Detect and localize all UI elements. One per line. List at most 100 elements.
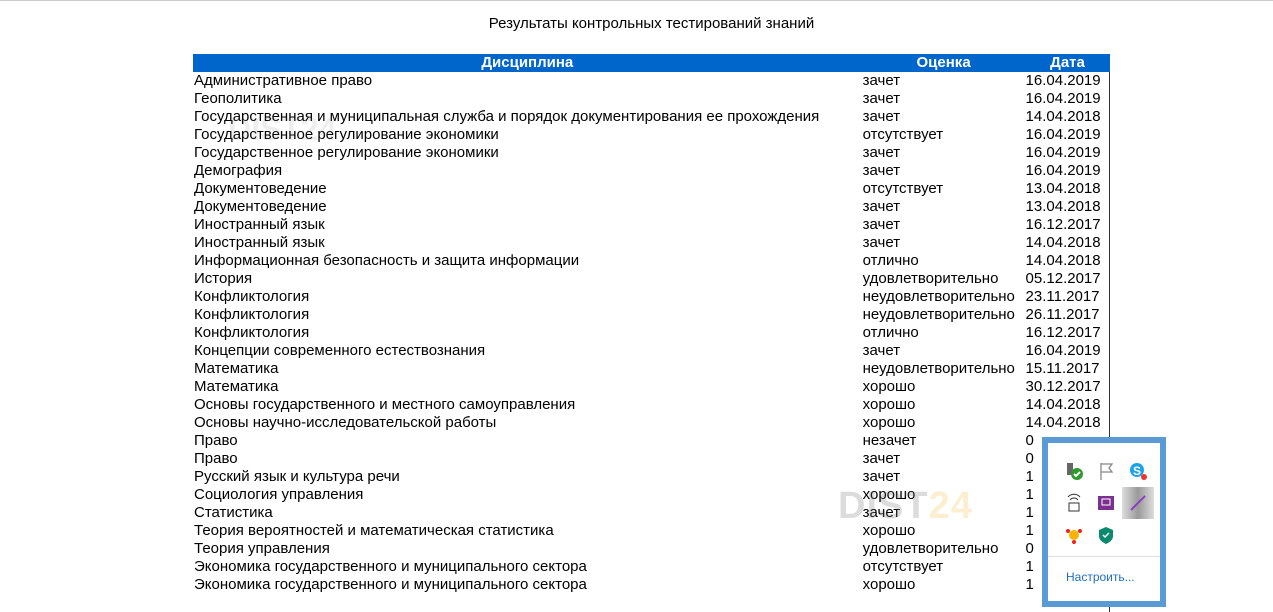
table-row: Документоведение зачет 13.04.2018 xyxy=(193,198,1110,216)
column-header-discipline: Дисциплина xyxy=(193,54,862,72)
cell-discipline: Информационная безопасность и защита инф… xyxy=(194,252,580,269)
cell-discipline: Административное право xyxy=(194,72,373,89)
cell-grade: удовлетворительно xyxy=(862,270,999,287)
table-row: Теория управления удовлетворительно 0 xyxy=(193,540,1110,558)
cell-date: 14.04.2018 xyxy=(1025,414,1110,432)
cell-date: 23.11.2017 xyxy=(1025,288,1110,306)
cell-date: 15.11.2017 xyxy=(1025,360,1110,378)
cell-discipline: Математика xyxy=(194,378,279,395)
watermark-logo: DIST24 xyxy=(838,485,973,527)
table-row: Математика хорошо 30.12.2017 xyxy=(193,378,1110,396)
column-header-grade: Оценка xyxy=(861,54,1026,72)
table-row: Документоведение отсутствует 13.04.2018 xyxy=(193,180,1110,198)
table-row: Геополитика зачет 16.04.2019 xyxy=(193,90,1110,108)
cell-grade: зачет xyxy=(862,342,901,359)
cell-date: 26.11.2017 xyxy=(1025,306,1110,324)
onenote-clip-icon[interactable] xyxy=(1090,487,1122,519)
cell-grade: неудовлетворительно xyxy=(862,360,1015,377)
cell-discipline: История xyxy=(194,270,253,287)
table-row: Основы государственного и местного самоу… xyxy=(193,396,1110,414)
cell-date: 16.04.2019 xyxy=(1025,342,1110,360)
cell-discipline: Экономика государственного и муниципальн… xyxy=(194,576,587,593)
table-row: Математика неудовлетворительно 15.11.2017 xyxy=(193,360,1110,378)
table-row: Государственная и муниципальная служба и… xyxy=(193,108,1110,126)
column-header-date: Дата xyxy=(1025,54,1110,72)
cell-date: 16.04.2019 xyxy=(1025,126,1110,144)
cell-grade: зачет xyxy=(862,504,901,521)
cell-date: 30.12.2017 xyxy=(1025,378,1110,396)
table-row: Право зачет 0 xyxy=(193,450,1110,468)
cell-date: 16.04.2019 xyxy=(1025,162,1110,180)
cell-date: 16.04.2019 xyxy=(1025,72,1110,90)
cell-date: 16.04.2019 xyxy=(1025,90,1110,108)
cell-grade: зачет xyxy=(862,144,901,161)
cell-grade: зачет xyxy=(862,468,901,485)
cell-date: 16.12.2017 xyxy=(1025,324,1110,342)
page-title: Результаты контрольных тестирований знан… xyxy=(488,15,815,32)
table-row: Экономика государственного и муниципальн… xyxy=(193,576,1110,594)
cell-grade: незачет xyxy=(862,432,917,449)
cell-grade: зачет xyxy=(862,108,901,125)
customize-link[interactable]: Настроить... xyxy=(1066,570,1135,584)
cell-grade: неудовлетворительно xyxy=(862,306,1015,323)
cell-discipline: Документоведение xyxy=(194,180,327,197)
table-row: Конфликтология неудовлетворительно 26.11.2… xyxy=(193,306,1110,324)
cell-discipline: Право xyxy=(194,432,238,449)
table-row: Конфликтология неудовлетворительно 23.11.2… xyxy=(193,288,1110,306)
cell-grade: зачет xyxy=(862,234,901,251)
cell-date: 05.12.2017 xyxy=(1025,270,1110,288)
usb-safe-remove-icon[interactable] xyxy=(1058,455,1090,487)
cell-discipline: Социология управления xyxy=(194,486,364,503)
cell-grade: зачет xyxy=(862,198,901,215)
table-row: Русский язык и культура речи зачет 1 xyxy=(193,468,1110,486)
cell-date: 14.04.2018 xyxy=(1025,252,1110,270)
cell-discipline: Демография xyxy=(194,162,283,179)
popup-divider xyxy=(1048,556,1160,557)
table-row xyxy=(193,594,1110,612)
yandex-disk-icon[interactable] xyxy=(1058,519,1090,551)
cell-date: 14.04.2018 xyxy=(1025,396,1110,414)
cell-grade: зачет xyxy=(862,90,901,107)
cell-discipline: Концепции современного естествознания xyxy=(194,342,486,359)
cell-discipline: Теория управления xyxy=(194,540,330,557)
action-center-flag-icon[interactable] xyxy=(1090,455,1122,487)
cell-discipline: Государственное регулирование экономики xyxy=(194,144,499,161)
cell-discipline: Экономика государственного и муниципальн… xyxy=(194,558,587,575)
cell-discipline xyxy=(193,594,862,612)
cell-discipline: Основы научно-исследовательской работы xyxy=(194,414,497,431)
cell-grade: отсутствует xyxy=(862,180,944,197)
network-adapter-icon[interactable] xyxy=(1058,487,1090,519)
pen-icon[interactable] xyxy=(1122,487,1154,519)
table-row: Конфликтология отлично 16.12.2017 xyxy=(193,324,1110,342)
table-row: Государственное регулирование экономики з… xyxy=(193,144,1110,162)
cell-grade xyxy=(862,594,1026,612)
cell-grade: отлично xyxy=(862,324,919,341)
cell-discipline: Математика xyxy=(194,360,279,377)
cell-discipline: Конфликтология xyxy=(194,288,310,305)
table-row: Экономика государственного и муниципальн… xyxy=(193,558,1110,576)
cell-discipline: Статистика xyxy=(194,504,273,521)
table-row: Право незачет 0 xyxy=(193,432,1110,450)
table-row: Иностранный язык зачет 14.04.2018 xyxy=(193,234,1110,252)
cell-grade: удовлетворительно xyxy=(862,540,999,557)
table-row: Информационная безопасность и защита инф… xyxy=(193,252,1110,270)
skype-icon[interactable]: S xyxy=(1122,455,1154,487)
cell-discipline: Теория вероятностей и математическая ста… xyxy=(194,522,554,539)
cell-grade: отлично xyxy=(862,252,919,269)
cell-discipline: Государственное регулирование экономики xyxy=(194,126,499,143)
tray-overflow-popup: S Настроить... xyxy=(1042,437,1166,607)
cell-grade: неудовлетворительно xyxy=(862,288,1015,305)
kaspersky-shield-icon[interactable] xyxy=(1090,519,1122,551)
cell-date: 13.04.2018 xyxy=(1025,180,1110,198)
cell-date: 16.04.2019 xyxy=(1025,144,1110,162)
cell-discipline: Русский язык и культура речи xyxy=(194,468,400,485)
table-row: Основы научно-исследовательской работы хо… xyxy=(193,414,1110,432)
cell-discipline: Основы государственного и местного самоу… xyxy=(194,396,576,413)
table-row: Иностранный язык зачет 16.12.2017 xyxy=(193,216,1110,234)
cell-discipline: Иностранный язык xyxy=(194,216,325,233)
table-row: История удовлетворительно 05.12.2017 xyxy=(193,270,1110,288)
cell-date: 14.04.2018 xyxy=(1025,234,1110,252)
cell-discipline: Государственная и муниципальная служба и… xyxy=(194,108,820,125)
table-row: Государственное регулирование экономики о… xyxy=(193,126,1110,144)
cell-grade: хорошо xyxy=(862,486,916,503)
